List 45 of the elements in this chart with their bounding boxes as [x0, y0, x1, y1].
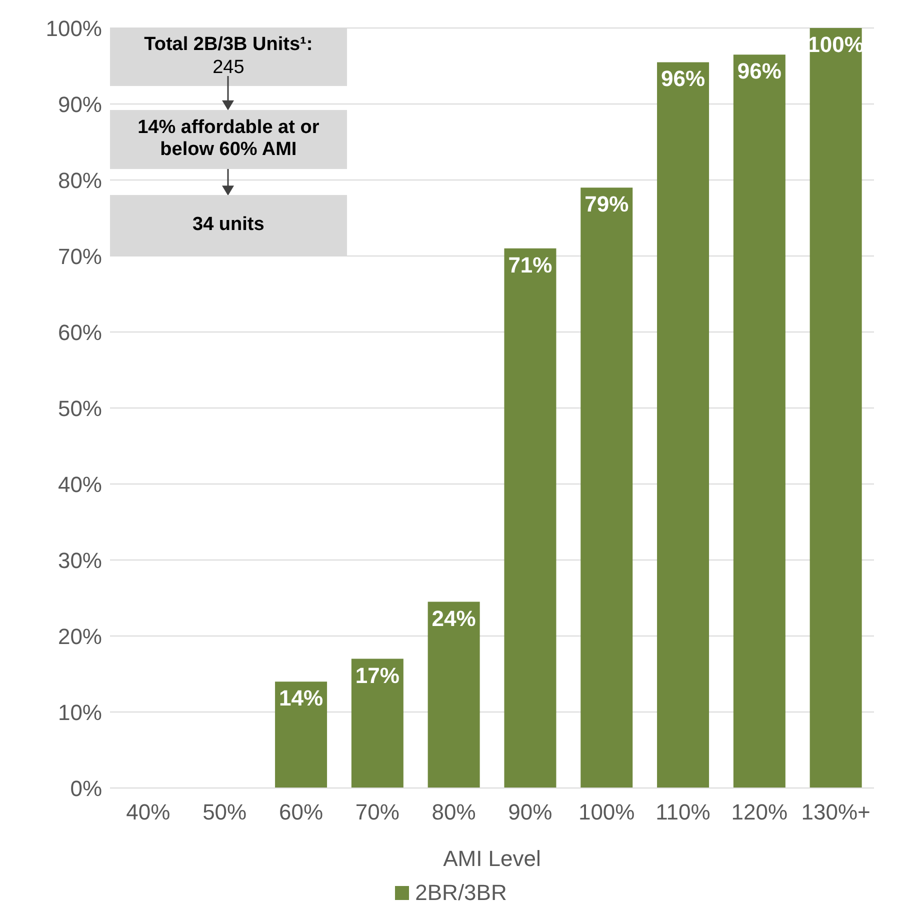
y-tick-label: 10% [58, 700, 102, 725]
x-tick-label: 80% [432, 800, 476, 825]
y-tick-label: 50% [58, 396, 102, 421]
x-tick-label: 90% [508, 800, 552, 825]
x-tick-label: 130%+ [801, 800, 870, 825]
bar [580, 188, 633, 788]
text-box: 14% affordable at or below 60% AMI [110, 110, 347, 169]
bar [657, 62, 710, 788]
annotation: 34 units [192, 214, 266, 237]
x-tick-label: 70% [355, 800, 400, 825]
text-box: 34 units [110, 195, 347, 256]
annotation: 245 [212, 56, 246, 80]
bar [810, 28, 862, 788]
y-tick-label: 40% [58, 472, 102, 497]
data-label: 96% [737, 58, 782, 84]
y-tick-label: 30% [58, 548, 102, 573]
data-label: 14% [279, 686, 324, 711]
y-tick-label: 0% [70, 776, 102, 801]
x-tick-label: 40% [126, 800, 170, 825]
y-tick-label: 90% [58, 92, 102, 117]
y-tick-label: 80% [58, 168, 102, 193]
bar [428, 602, 480, 788]
y-tick-label: 20% [58, 624, 102, 649]
data-label: 71% [508, 252, 552, 278]
annotation: 14% affordable at or below 60% AMI [136, 116, 320, 162]
legend-label: 2BR/3BR [415, 880, 507, 906]
bar [733, 54, 786, 788]
bar [504, 248, 556, 788]
x-tick-label: 50% [202, 800, 247, 825]
x-tick-label: 100% [578, 800, 635, 825]
y-tick-label: 70% [58, 244, 102, 269]
x-axis-title: AMI Level [443, 846, 541, 871]
annotation: Total 2B/3B Units¹: [143, 34, 314, 57]
data-label: 24% [432, 606, 476, 631]
x-tick-label: 120% [731, 800, 788, 825]
x-tick-label: 110% [656, 800, 710, 825]
text-box: Total 2B/3B Units¹: 245 [110, 28, 347, 86]
data-label: 17% [355, 662, 400, 688]
data-label: 79% [584, 192, 629, 217]
bar [351, 658, 404, 788]
bar [275, 682, 328, 788]
y-tick-label: 60% [58, 320, 102, 345]
x-tick-label: 60% [278, 800, 324, 825]
data-label: 96% [661, 66, 706, 92]
y-tick-label: 100% [46, 16, 102, 41]
